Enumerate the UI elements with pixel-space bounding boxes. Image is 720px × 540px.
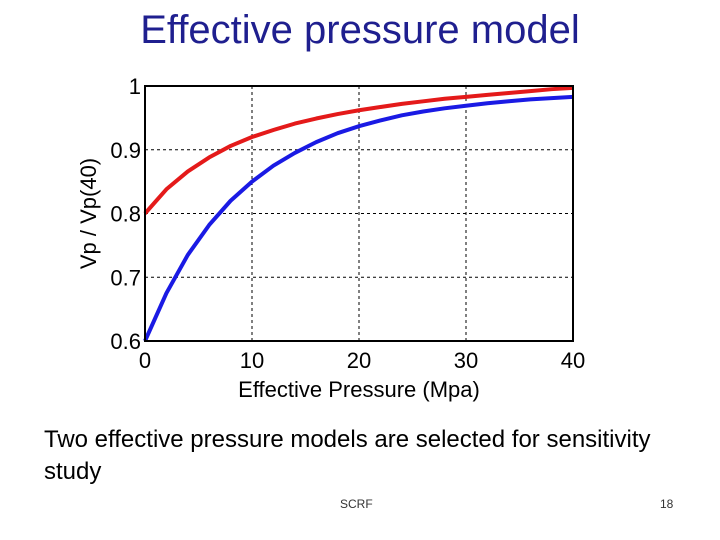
x-axis-label: Effective Pressure (Mpa): [238, 377, 480, 402]
series-line-1: [143, 85, 574, 215]
plot-frame: [144, 85, 574, 342]
series-line-2: [143, 94, 574, 342]
y-tick-label: 0.6: [110, 329, 141, 354]
x-tick-label: 0: [139, 348, 151, 373]
x-tick-label: 30: [454, 348, 478, 373]
x-tick-label: 20: [347, 348, 371, 373]
y-tick-label: 0.8: [110, 202, 141, 227]
line-chart: 0 10 20 30 40 0.6 0.7 0.8 0.9 1 Effective Pressure…: [76, 74, 585, 402]
page-number: 18: [660, 497, 674, 511]
x-tick-label: 40: [561, 348, 585, 373]
slide-caption: Two effective pressure models are select…: [44, 426, 651, 485]
y-axis-label: Vp / Vp(40): [76, 158, 101, 269]
footer-label: SCRF: [340, 497, 373, 511]
y-tick-label: 1: [129, 74, 141, 99]
x-tick-label: 10: [240, 348, 264, 373]
y-tick-label: 0.7: [110, 265, 141, 290]
y-tick-label: 0.9: [110, 138, 141, 163]
slide-title: Effective pressure model: [140, 8, 580, 52]
